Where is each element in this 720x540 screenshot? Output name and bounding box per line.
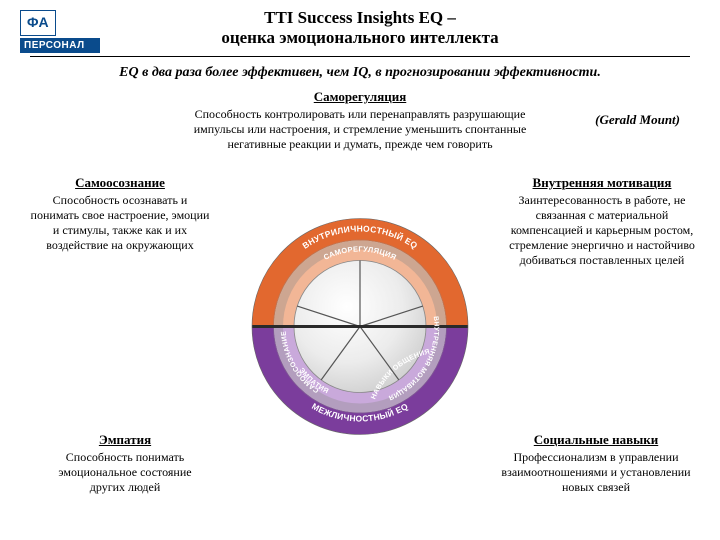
logo-top-box: ΦА (20, 10, 56, 36)
block-label: Самоосознание (30, 175, 210, 191)
block-text: Заинтересованность в работе, не связанна… (509, 193, 695, 267)
block-self-awareness: Самоосознание Способность осознавать и п… (30, 175, 210, 253)
block-label: Социальные навыки (496, 432, 696, 448)
block-label: Внутренняя мотивация (502, 175, 702, 191)
header: TTI Success Insights EQ – оценка эмоцион… (0, 0, 720, 52)
logo-text-bottom: ПЕРСОНАЛ (20, 38, 100, 53)
block-text: Способность контролировать или перенапра… (194, 107, 527, 151)
logo-text-top: ΦА (27, 14, 49, 30)
logo: ΦА ПЕРСОНАЛ (20, 10, 100, 53)
content-area: Саморегуляция Способность контролировать… (0, 85, 720, 505)
page-title: TTI Success Insights EQ – (0, 8, 720, 28)
block-social-skills: Социальные навыки Профессионализм в упра… (496, 432, 696, 495)
block-text: Способность осознавать и понимать свое н… (31, 193, 210, 252)
block-text: Способность понимать эмоциональное состо… (58, 450, 191, 494)
block-self-regulation: Саморегуляция Способность контролировать… (190, 89, 530, 152)
quote-text: EQ в два раза более эффективен, чем IQ, … (0, 65, 720, 85)
block-motivation: Внутренняя мотивация Заинтересованность … (502, 175, 702, 268)
eq-wheel-diagram: ВНУТРИЛИЧНОСТНЫЙ EQ МЕЖЛИЧНОСТНЫЙ EQ САМ… (245, 211, 475, 446)
divider (30, 56, 690, 57)
block-label: Саморегуляция (190, 89, 530, 105)
page-subtitle: оценка эмоционального интеллекта (0, 28, 720, 48)
block-label: Эмпатия (40, 432, 210, 448)
wheel-svg: ВНУТРИЛИЧНОСТНЫЙ EQ МЕЖЛИЧНОСТНЫЙ EQ САМ… (245, 211, 475, 441)
block-empathy: Эмпатия Способность понимать эмоциональн… (40, 432, 210, 495)
block-text: Профессионализм в управлении взаимоотнош… (501, 450, 690, 494)
